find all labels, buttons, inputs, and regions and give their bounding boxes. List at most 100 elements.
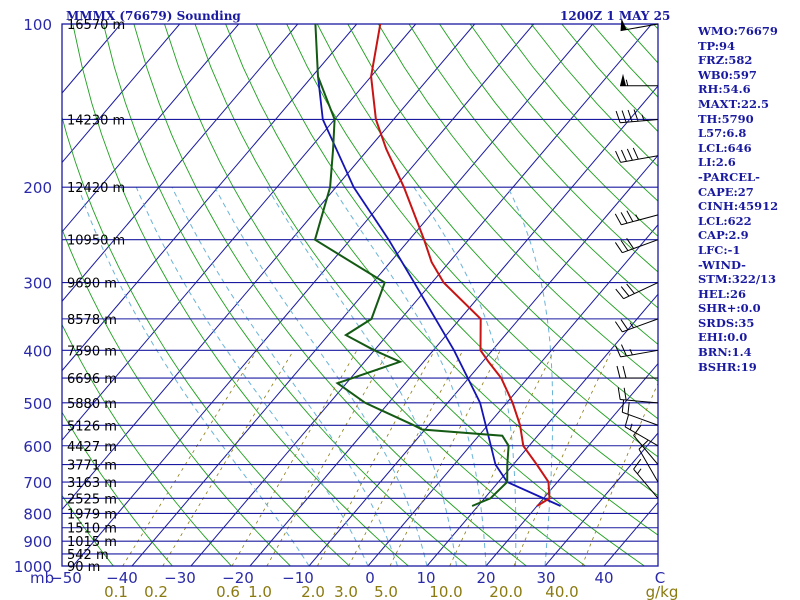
wind-barb <box>615 282 659 300</box>
stat-line: STM:322/13 <box>698 272 777 287</box>
height-label: 90 m <box>67 560 100 575</box>
temperature-tick-label: C <box>655 569 665 587</box>
mixing-ratio-line <box>122 350 258 566</box>
stat-line: LI:2.6 <box>698 155 736 170</box>
stat-line: SRDS:35 <box>698 315 755 330</box>
isotherm <box>0 24 3 566</box>
height-label: 7590 m <box>67 344 117 359</box>
height-label: 4427 m <box>67 440 117 455</box>
pressure-tick-label: 600 <box>23 438 52 456</box>
height-label: 8578 m <box>67 313 117 328</box>
pressure-tick-label: 800 <box>23 505 52 523</box>
plot-frame <box>61 23 659 567</box>
isotherm <box>544 432 658 566</box>
height-label: 10950 m <box>67 234 125 249</box>
moist-adiabat <box>507 186 554 566</box>
wind-barb <box>615 344 659 358</box>
mixing-ratio-line <box>581 382 658 566</box>
mixing-ratio-tick-label: 3.0 <box>334 583 358 600</box>
wind-barb <box>615 109 659 124</box>
mixing-ratio-tick-label: 40.0 <box>545 583 578 600</box>
dry-adiabat <box>194 24 645 566</box>
dry-adiabat <box>62 227 291 566</box>
mixing-ratio-tick-label: 1.0 <box>248 583 272 600</box>
mixing-ratio-tick-label: 5.0 <box>374 583 398 600</box>
isotherm <box>62 24 181 164</box>
stat-line: FRZ:582 <box>698 53 753 68</box>
dry-adiabat <box>102 24 468 566</box>
temperature-tick-label: 20 <box>476 569 495 587</box>
isotherm <box>62 24 299 303</box>
moist-adiabat <box>135 187 369 566</box>
wind-barb <box>617 387 659 404</box>
stat-line: CINH:45912 <box>698 199 779 214</box>
dry-adiabat <box>255 24 658 497</box>
stat-line: CAPE:27 <box>698 184 754 199</box>
pressure-tick-label: 300 <box>23 275 52 293</box>
wind-barb <box>614 210 659 226</box>
isotherm <box>131 24 594 566</box>
pressure-tick-label: 900 <box>23 533 52 551</box>
pressure-tick-label: 700 <box>23 474 52 492</box>
isotherm <box>485 362 658 566</box>
height-label: 9690 m <box>67 277 117 292</box>
mixing-ratio-tick-label: 2.0 <box>301 583 325 600</box>
temperature-tick-label: 10 <box>416 569 435 587</box>
pressure-tick-label: 100 <box>23 16 52 34</box>
height-label: 6696 m <box>67 372 117 387</box>
isotherm <box>249 85 658 566</box>
height-label: 5126 m <box>67 419 117 434</box>
height-label: 542 m <box>67 548 109 563</box>
wind-barb <box>620 73 658 87</box>
valid-time: 1200Z 1 MAY 25 <box>560 9 671 23</box>
stats-panel: WMO:76679 TP:94 FRZ:582 WB0:597 RH:54.6 MAXT:… <box>698 24 778 374</box>
height-label: 5880 m <box>67 397 117 412</box>
mixing-ratio-tick-label: 10.0 <box>429 583 462 600</box>
mixing-ratio-line <box>266 350 390 566</box>
height-label: 3163 m <box>67 476 117 491</box>
moist-adiabat <box>171 186 398 566</box>
mixing-ratio-tick-label: 0.2 <box>144 583 168 600</box>
pressure-tick-label: 500 <box>23 395 52 413</box>
moist-adiabat <box>266 186 457 566</box>
temperature-trace <box>370 24 551 507</box>
stat-line: -WIND- <box>698 257 746 272</box>
wind-barb <box>620 18 659 32</box>
wind-barb <box>633 458 659 499</box>
height-label: 2525 m <box>67 492 117 507</box>
wind-barb <box>633 425 659 465</box>
isotherm <box>62 24 240 233</box>
stat-line: BSHR:19 <box>698 359 757 374</box>
isotherm <box>62 24 476 511</box>
stat-line: -PARCEL- <box>698 169 760 184</box>
stat-line: MAXT:22.5 <box>698 96 769 111</box>
height-label: 16570 m <box>67 18 125 33</box>
stat-line: LFC:-1 <box>698 242 741 257</box>
stat-line: EHI:0.0 <box>698 330 748 345</box>
temperature-tick-label: −40 <box>106 569 138 587</box>
stat-line: HEL:26 <box>698 286 746 301</box>
temperature-tick-label: 0 <box>365 569 375 587</box>
temperature-tick-label: 40 <box>594 569 613 587</box>
height-label: 14230 m <box>67 113 125 128</box>
isotherm <box>62 24 417 441</box>
chart-title: MMMX (76679) Sounding <box>66 9 241 23</box>
pressure-tick-label: 400 <box>23 342 52 360</box>
stat-line: CAP:2.9 <box>698 228 749 243</box>
parcel-trace <box>317 76 561 507</box>
isotherm <box>367 224 658 566</box>
stat-line: TP:94 <box>698 38 736 53</box>
mixing-ratio-tick-label: 0.1 <box>104 583 128 600</box>
wind-barb <box>615 147 659 163</box>
temperature-tick-label: −50 <box>50 569 82 587</box>
stat-line: LCL:622 <box>698 213 752 228</box>
temperature-tick-label: −30 <box>164 569 196 587</box>
stat-line: TH:5790 <box>698 111 754 126</box>
height-label: 1510 m <box>67 522 117 537</box>
dewpoint-trace <box>313 24 510 507</box>
wind-barb <box>621 399 659 426</box>
height-label: 3771 m <box>67 459 117 474</box>
stat-line: WMO:76679 <box>698 24 778 38</box>
height-label: 1015 m <box>67 535 117 550</box>
mixing-ratio-tick-label: g/kg <box>646 583 679 600</box>
